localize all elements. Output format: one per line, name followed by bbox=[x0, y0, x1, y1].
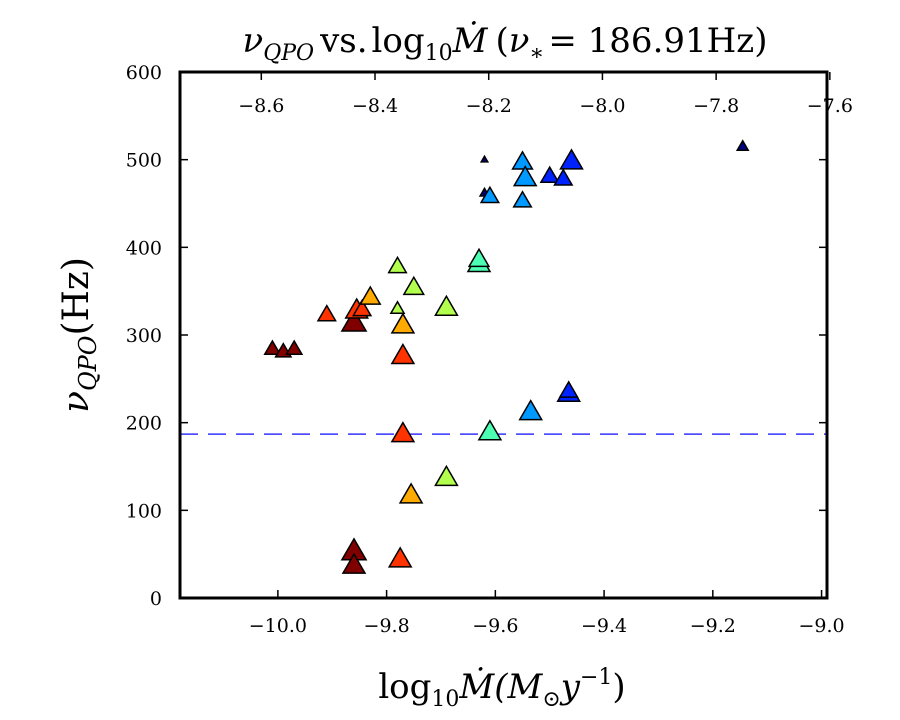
title-log: log bbox=[372, 21, 425, 61]
data-point bbox=[467, 247, 491, 268]
data-point bbox=[735, 139, 750, 152]
y-tick-label: 100 bbox=[126, 500, 162, 522]
data-point bbox=[512, 190, 533, 208]
y-tick-label: 500 bbox=[126, 150, 162, 172]
ylabel-nu-sub: QPO bbox=[74, 335, 102, 391]
data-point bbox=[389, 300, 406, 314]
xlabel-y: y bbox=[559, 667, 581, 707]
data-point bbox=[558, 380, 579, 398]
xlabel-log-sub: 10 bbox=[431, 687, 459, 712]
ticks-layer: −10.0 −9.8 −9.6 −9.4 −9.2 −9.0 −8.6 −8.4 −8.2 −8.… bbox=[126, 62, 853, 637]
x-tick-label: −9.4 bbox=[581, 615, 627, 637]
data-point bbox=[351, 298, 373, 317]
data-point bbox=[398, 482, 424, 504]
x-tick-label: −9.0 bbox=[798, 615, 844, 637]
data-point bbox=[479, 185, 501, 204]
y-tick-label: 400 bbox=[126, 237, 162, 259]
y-tick-label: 0 bbox=[150, 588, 162, 610]
title-nu-sub: QPO bbox=[263, 41, 314, 66]
xlabel-exp: −1 bbox=[580, 665, 612, 690]
x-tick-label: −10.0 bbox=[249, 615, 307, 637]
data-point bbox=[285, 339, 304, 356]
xlabel-unit-close: ) bbox=[612, 667, 625, 707]
data-point bbox=[434, 464, 459, 487]
top-x-tick-label: −7.8 bbox=[693, 95, 739, 117]
title-equals-value: = 186.91Hz bbox=[548, 21, 754, 61]
data-point bbox=[390, 421, 416, 443]
y-tick-label: 600 bbox=[126, 62, 162, 84]
title-vs: vs. bbox=[319, 21, 367, 61]
xlabel-odot: ⊙ bbox=[542, 687, 560, 712]
points-layer bbox=[263, 139, 750, 574]
y-tick-label: 300 bbox=[126, 325, 162, 347]
title-nu-star: ν bbox=[509, 21, 530, 61]
xlabel-mdot: Ṁ bbox=[458, 667, 495, 707]
xlabel-log: log bbox=[378, 667, 431, 707]
chart-title: νQPO vs. log10Ṁ (ν∗ = 186.91Hz) bbox=[243, 21, 768, 66]
data-point bbox=[512, 165, 538, 187]
data-point bbox=[263, 339, 282, 356]
data-point bbox=[390, 343, 416, 365]
title-nu: ν bbox=[243, 21, 264, 61]
data-point bbox=[518, 399, 544, 421]
top-x-tick-label: −7.6 bbox=[807, 95, 853, 117]
data-point bbox=[387, 255, 408, 274]
ylabel-nu: ν bbox=[56, 391, 97, 413]
data-point bbox=[387, 546, 413, 568]
y-axis-label: νQPO(Hz) bbox=[56, 257, 102, 413]
data-point bbox=[390, 312, 416, 334]
data-point bbox=[359, 285, 382, 305]
title-mdot: Ṁ bbox=[452, 21, 489, 61]
title-log-sub: 10 bbox=[425, 41, 453, 66]
top-x-tick-label: −8.0 bbox=[579, 95, 625, 117]
top-x-tick-label: −8.2 bbox=[466, 95, 512, 117]
x-axis-label: log10Ṁ(M⊙y−1) bbox=[378, 665, 625, 712]
data-point bbox=[479, 154, 490, 163]
data-point bbox=[511, 150, 534, 170]
title-star: ∗ bbox=[529, 41, 544, 66]
x-tick-label: −9.6 bbox=[472, 615, 518, 637]
data-point bbox=[477, 419, 503, 441]
data-point bbox=[402, 275, 426, 296]
data-point bbox=[553, 168, 574, 186]
top-x-tick-label: −8.4 bbox=[352, 95, 398, 117]
x-tick-label: −9.8 bbox=[364, 615, 410, 637]
title-paren-close: ) bbox=[754, 21, 767, 61]
xlabel-unit-open: (M bbox=[494, 667, 543, 707]
data-point bbox=[340, 308, 368, 332]
data-point bbox=[316, 304, 337, 322]
top-x-tick-label: −8.6 bbox=[238, 95, 284, 117]
data-point bbox=[434, 294, 459, 317]
data-point bbox=[341, 552, 367, 574]
ylabel-unit: (Hz) bbox=[56, 257, 97, 335]
x-tick-label: −9.2 bbox=[690, 615, 736, 637]
data-point bbox=[539, 165, 560, 184]
title-paren-open: ( bbox=[495, 21, 508, 61]
data-point bbox=[559, 148, 584, 170]
y-tick-label: 200 bbox=[126, 413, 162, 435]
plot-frame bbox=[178, 70, 829, 600]
